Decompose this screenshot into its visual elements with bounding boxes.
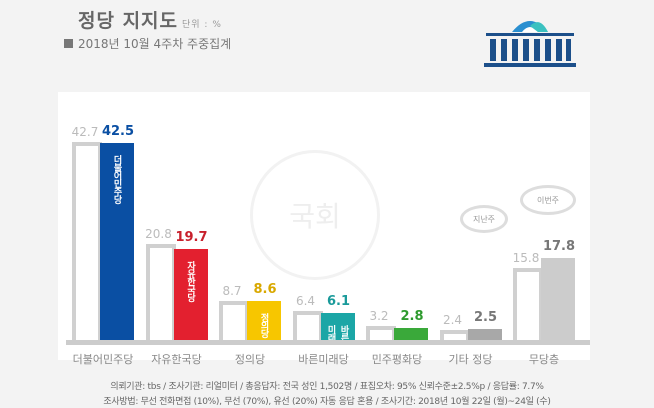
bar-current: 더불어민주당 [100, 143, 134, 341]
bar-prev [366, 326, 396, 341]
bar-current [467, 329, 502, 342]
bar-current [394, 327, 428, 341]
category-label: 무당층 [528, 353, 560, 366]
category-label: 기타 정당 [448, 353, 493, 366]
category-label: 더불어민주당 [72, 353, 134, 366]
category-label: 정의당 [234, 353, 266, 366]
value-label-prev: 15.8 [512, 250, 540, 265]
bar-current [541, 258, 575, 341]
party-logo: 더불어민주당 [111, 155, 122, 204]
footer-line-2: 조사방법: 무선 전화면접 (10%), 무선 (70%), 유선 (20%) … [103, 397, 551, 407]
bar-prev [219, 300, 249, 341]
value-label-prev: 20.8 [145, 227, 172, 242]
value-label-prev: 6.4 [295, 294, 316, 309]
value-label-current: 2.8 [400, 308, 424, 324]
national-assembly-logo [484, 21, 576, 67]
value-label-prev: 2.4 [442, 312, 463, 327]
value-label-current: 2.5 [473, 310, 498, 326]
bar-prev [292, 311, 323, 341]
bar-current: 정의당 [247, 301, 281, 341]
value-label-current: 42.5 [101, 124, 135, 140]
value-label-current: 8.6 [253, 282, 277, 297]
value-label-prev: 42.7 [71, 125, 99, 140]
party-logo: 정의당 [258, 313, 269, 337]
bar-prev [145, 244, 176, 341]
bar-current: 바른미래 [320, 312, 355, 341]
party-logo: 바른미래 [325, 324, 349, 341]
value-label-prev: 8.7 [222, 283, 242, 298]
bar-current: 자유한국당 [173, 249, 208, 341]
value-label-current: 17.8 [542, 239, 576, 255]
value-label-current: 19.7 [175, 230, 208, 246]
party-logo: 자유한국당 [185, 261, 195, 302]
subtitle: 2018년 10월 4주차 주중집계 [64, 35, 231, 52]
watermark-seal: 국회 [250, 150, 380, 280]
category-label: 바른미래당 [298, 353, 349, 366]
footer-line-1: 의뢰기관: tbs / 조사기관: 리얼미터 / 총응답자: 전국 성인 1,5… [110, 382, 544, 392]
chart-title: 정당 지지도 단위 : % [78, 10, 222, 32]
category-label: 자유한국당 [151, 353, 202, 366]
x-axis-baseline [66, 340, 590, 345]
value-label-current: 6.1 [326, 293, 351, 309]
bar-prev [72, 142, 102, 341]
bar-prev [513, 267, 543, 341]
square-icon [64, 39, 73, 48]
value-label-prev: 3.2 [369, 309, 389, 324]
category-label: 민주평화당 [371, 353, 423, 366]
unit-label: 단위 : % [182, 20, 222, 30]
legend-bubble-prev: 지난주 [460, 205, 508, 233]
legend-bubble-current: 이번주 [520, 185, 576, 215]
